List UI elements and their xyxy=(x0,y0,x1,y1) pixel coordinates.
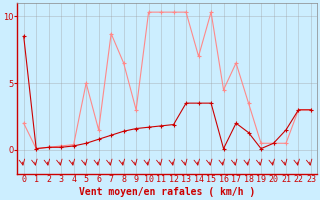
X-axis label: Vent moyen/en rafales ( km/h ): Vent moyen/en rafales ( km/h ) xyxy=(79,187,255,197)
